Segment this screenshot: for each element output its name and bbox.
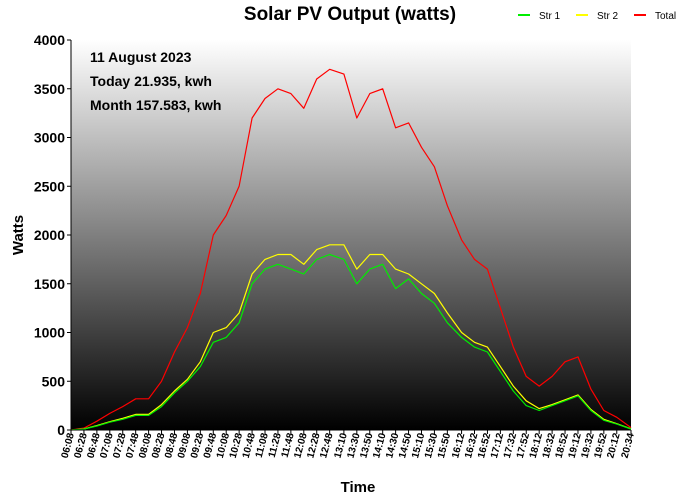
legend-label-str1: Str 1 <box>539 11 561 22</box>
series-line-str-2 <box>70 244 632 431</box>
series-layer <box>70 68 632 431</box>
y-tick-label: 1000 <box>34 325 65 341</box>
series-line-str-1 <box>70 253 632 431</box>
x-ticks: 06:0806:2806:4807:0807:2807:4808:0808:28… <box>60 430 637 459</box>
today-annotation: Today 21.935, kwh <box>90 73 212 89</box>
y-ticks: 0 500 1000 1500 2000 2500 3000 3500 4000 <box>34 32 71 438</box>
series-line-total <box>70 68 632 431</box>
y-tick-label: 2500 <box>34 178 65 194</box>
y-tick-label: 3000 <box>34 130 65 146</box>
y-tick-label: 1500 <box>34 276 65 292</box>
y-tick-label: 3500 <box>34 81 65 97</box>
y-tick-label: 500 <box>42 373 66 389</box>
plot-area <box>71 40 631 430</box>
month-annotation: Month 157.583, kwh <box>90 97 221 113</box>
y-tick-label: 2000 <box>34 227 65 243</box>
legend-label-total: Total <box>655 11 676 22</box>
y-axis-title: Watts <box>10 215 27 255</box>
legend: Str 1 Str 2 Total <box>518 11 676 22</box>
date-annotation: 11 August 2023 <box>90 49 192 65</box>
x-axis-title: Time <box>341 479 376 496</box>
y-tick-label: 0 <box>57 422 65 438</box>
chart-title: Solar PV Output (watts) <box>244 4 456 25</box>
y-tick-label: 4000 <box>34 32 65 48</box>
legend-label-str2: Str 2 <box>597 11 619 22</box>
